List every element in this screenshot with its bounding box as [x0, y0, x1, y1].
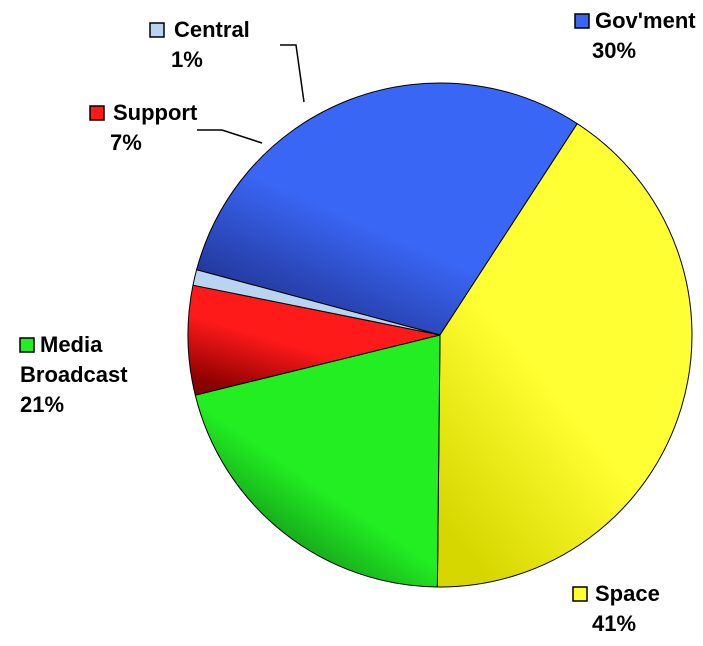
slice-value-space: 41% [592, 611, 636, 636]
slice-label-gov-ment: Gov'ment 30% [574, 8, 696, 63]
slice-label-text-gov-ment: Gov'ment [595, 8, 696, 33]
pie-slice-central [192, 269, 441, 336]
slice-label-text-space: Space [595, 581, 660, 606]
slice-label-text-central: Central [174, 17, 250, 42]
slice-label-media-broadcast: Media Broadcast 21% [19, 332, 128, 417]
pie-slice-support [187, 284, 441, 396]
legend-swatch-gov-ment [574, 13, 590, 29]
leader-line-central [280, 44, 305, 103]
slice-label-text-support: Support [113, 100, 198, 125]
slice-label-support: Support 7% [89, 100, 198, 155]
pie-slice-media-broadcast [194, 334, 441, 588]
slice-label-central: Central 1% [149, 17, 250, 72]
pie-slice-gov-ment [196, 82, 578, 336]
pie-slice-space [436, 123, 693, 588]
slice-value-support: 7% [110, 130, 142, 155]
legend-swatch-media-broadcast [19, 337, 35, 353]
slice-label-text-media-broadcast-1: Media [40, 332, 103, 357]
leader-line-support [197, 129, 263, 144]
slice-value-gov-ment: 30% [592, 38, 636, 63]
legend-swatch-support [89, 105, 105, 121]
slice-label-text-media-broadcast-2: Broadcast [20, 362, 128, 387]
slice-value-central: 1% [171, 47, 203, 72]
legend-swatch-space [572, 586, 588, 602]
pie-slices [187, 82, 693, 588]
slice-value-media-broadcast: 21% [20, 392, 64, 417]
slice-label-space: Space 41% [572, 581, 660, 636]
legend-swatch-central [149, 22, 165, 38]
leader-lines [197, 44, 305, 144]
slice-labels: Gov'ment 30% Space 41% Media Broadcast 21% Supp… [19, 8, 696, 636]
